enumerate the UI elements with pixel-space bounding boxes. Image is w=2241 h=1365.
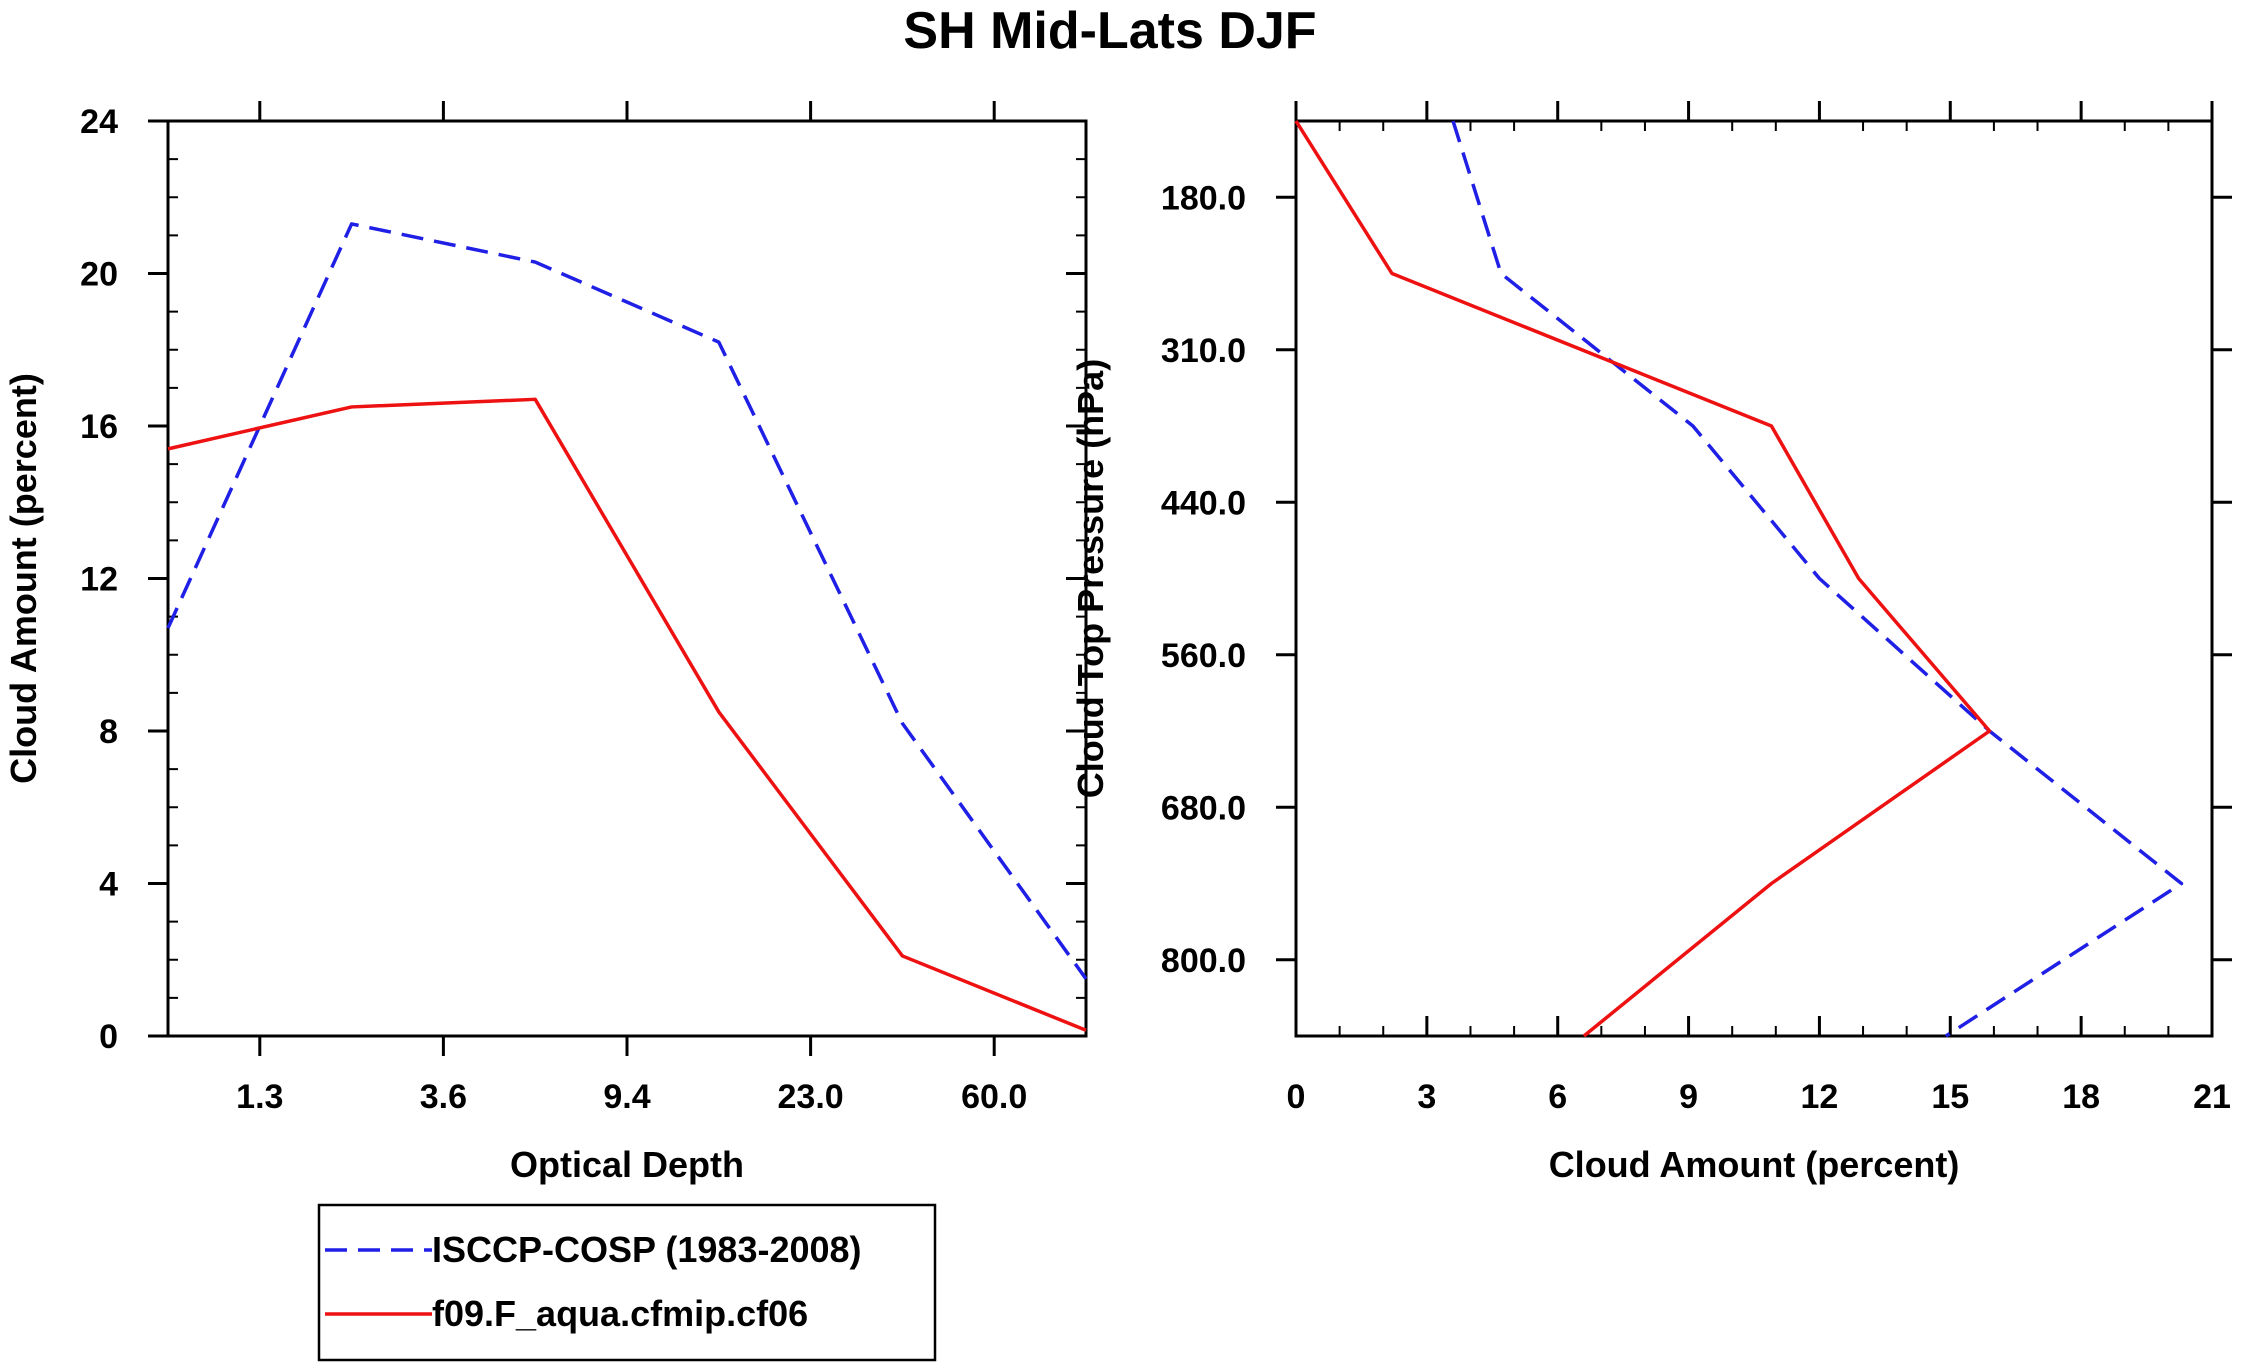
legend: ISCCP-COSP (1983-2008) f09.F_aqua.cfmip.… [317,1203,937,1362]
x-tick-label: 3.6 [420,1078,467,1116]
y-tick-label: 12 [80,561,118,599]
plot-frame-left [166,119,1088,1038]
x-tick-label: 15 [1931,1078,1969,1116]
y-ticks-right: 180.0 310.0 440.0 560.0 680.0 800.0 [1161,179,2232,980]
x-tick-label: 18 [2062,1078,2100,1116]
series-line-model [1294,120,1992,1038]
y-tick-label: 8 [99,713,118,751]
chart-title: SH Mid-Lats DJF [903,2,1316,60]
x-ticks-right: 0 3 6 9 12 15 18 21 [1287,101,2231,1116]
series-line-model [167,397,1087,1032]
legend-box [317,1203,937,1362]
x-tick-label: 1.3 [236,1078,283,1116]
x-tick-label: 9.4 [603,1078,650,1116]
optical-depth-panel: 1.3 3.6 9.4 23.0 60.0 0 4 8 12 16 20 24 Optical De… [3,101,1088,1185]
plot-frame-right [1294,119,2214,1038]
x-axis-label-right: Cloud Amount (percent) [1549,1144,1960,1185]
x-tick-label: 21 [2193,1078,2231,1116]
x-ticks-left: 1.3 3.6 9.4 23.0 60.0 [236,101,1027,1116]
y-axis-label-right: Cloud Top Pressure (hPa) [1070,359,1111,798]
series-line-isccp [166,222,1088,980]
y-tick-label: 680.0 [1161,789,1246,827]
x-tick-label: 0 [1287,1078,1306,1116]
x-tick-label: 60.0 [961,1078,1027,1116]
y-tick-label: 310.0 [1161,332,1246,370]
y-tick-label: 800.0 [1161,942,1246,980]
y-tick-label: 0 [99,1018,118,1056]
legend-label-model: f09.F_aqua.cfmip.cf06 [432,1293,808,1334]
legend-label-isccp: ISCCP-COSP (1983-2008) [432,1229,862,1270]
y-tick-label: 24 [80,103,118,141]
x-tick-label: 12 [1801,1078,1839,1116]
series-lines-right [1294,120,2184,1038]
y-tick-label: 440.0 [1161,484,1246,522]
minor-ticks-left [168,158,1086,999]
y-tick-label: 180.0 [1161,179,1246,217]
y-tick-label: 16 [80,408,118,446]
y-tick-label: 560.0 [1161,637,1246,675]
y-tick-label: 4 [99,866,118,904]
x-tick-label: 6 [1548,1078,1567,1116]
y-axis-label-left: Cloud Amount (percent) [3,373,44,784]
x-axis-label-left: Optical Depth [510,1144,744,1185]
y-ticks-left: 0 4 8 12 16 20 24 [80,103,1086,1056]
x-tick-label: 9 [1679,1078,1698,1116]
x-tick-label: 23.0 [778,1078,844,1116]
series-line-isccp [1451,120,2184,1038]
x-tick-label: 3 [1417,1078,1436,1116]
y-tick-label: 20 [80,256,118,294]
series-lines-left [166,222,1088,1032]
minor-ticks-right [1338,121,2170,1036]
pressure-panel: 0 3 6 9 12 15 18 21 180.0 310.0 440.0 560.0 680.0 80… [1070,101,2232,1185]
